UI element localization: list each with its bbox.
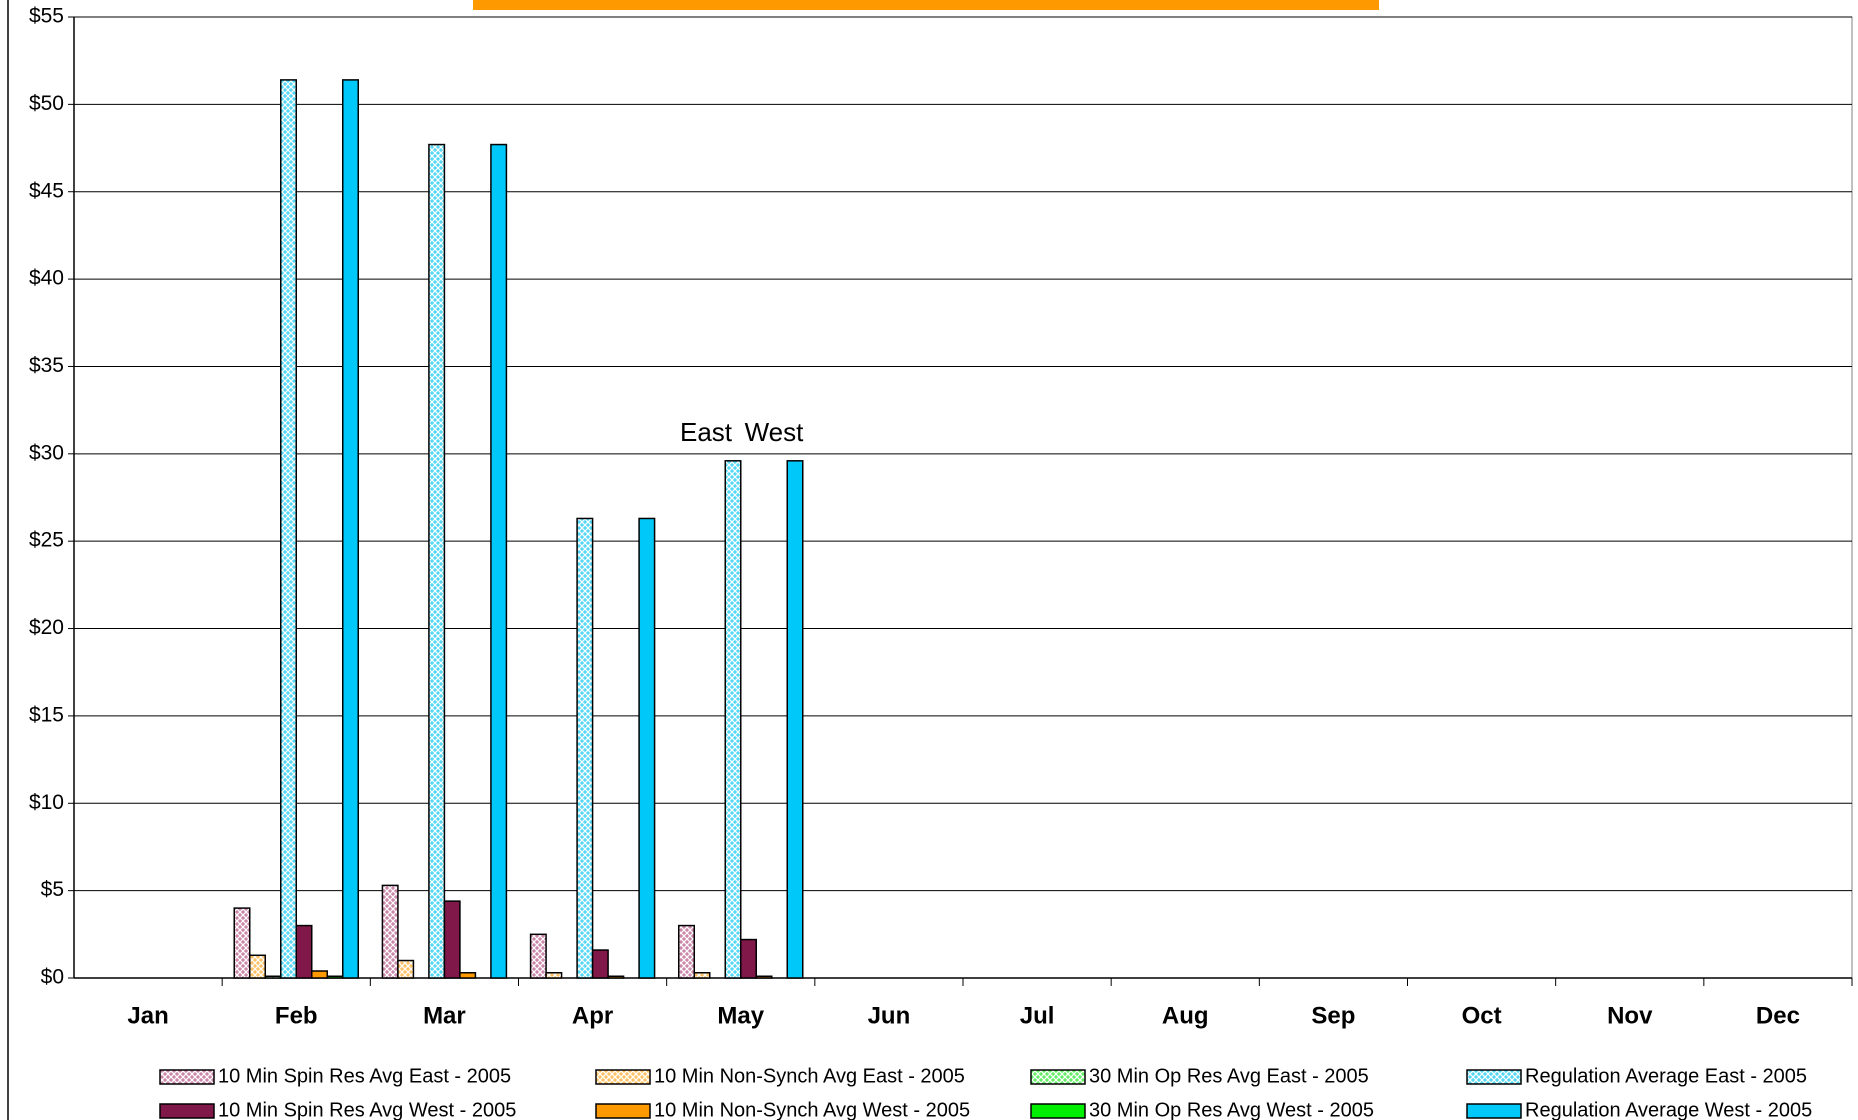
bar — [638, 517, 656, 979]
bar — [233, 907, 251, 979]
x-tick-label: Aug — [1162, 1002, 1209, 1029]
bar — [607, 975, 625, 979]
x-tick-label: Jul — [1020, 1002, 1055, 1029]
annotation: West — [745, 417, 805, 447]
bar — [529, 933, 547, 979]
y-tick-label: $40 — [29, 267, 64, 290]
bar — [311, 970, 328, 979]
y-tick-label: $30 — [29, 441, 64, 464]
legend-label: Regulation Average East - 2005 — [1525, 1065, 1807, 1087]
legend-swatch — [1466, 1069, 1522, 1085]
bar — [576, 517, 594, 979]
x-tick-label: Oct — [1462, 1002, 1502, 1029]
legend-swatch — [1466, 1103, 1522, 1119]
y-tick-label: $55 — [29, 5, 64, 28]
legend-label: 30 Min Op Res Avg East - 2005 — [1089, 1065, 1369, 1087]
bar — [693, 972, 711, 979]
bar — [428, 143, 446, 979]
bar — [740, 938, 757, 979]
legend-label: 30 Min Op Res Avg West - 2005 — [1089, 1099, 1374, 1120]
legend-label: 10 Min Spin Res Avg West - 2005 — [218, 1099, 516, 1120]
bar — [295, 924, 313, 979]
bar — [724, 460, 742, 979]
x-tick-label: Feb — [275, 1002, 318, 1029]
y-tick-label: $10 — [29, 791, 64, 814]
y-tick-label: $20 — [29, 616, 64, 639]
x-tick-label: Sep — [1311, 1002, 1355, 1029]
legend-swatch — [595, 1103, 651, 1119]
legend-swatch — [1030, 1103, 1086, 1119]
bar — [381, 884, 399, 979]
x-tick-label: May — [717, 1002, 764, 1029]
bar — [545, 972, 563, 979]
y-tick-label: $45 — [29, 179, 64, 202]
bar — [443, 900, 461, 979]
y-tick-label: $0 — [41, 966, 64, 989]
x-tick-label: Jan — [127, 1002, 168, 1029]
legend-label: Regulation Average West - 2005 — [1525, 1099, 1812, 1120]
bar — [264, 975, 282, 979]
bar — [786, 460, 804, 979]
x-tick-label: Apr — [572, 1002, 613, 1029]
x-tick-label: Nov — [1607, 1002, 1653, 1029]
bar — [280, 79, 297, 979]
legend-swatch — [595, 1069, 651, 1085]
bar — [326, 975, 344, 979]
bar — [678, 924, 695, 979]
bar — [755, 975, 773, 979]
x-tick-label: Dec — [1756, 1002, 1800, 1029]
y-tick-label: $15 — [29, 703, 64, 726]
y-tick-label: $50 — [29, 92, 64, 115]
y-tick-label: $25 — [29, 529, 64, 552]
title-bar — [473, 0, 1379, 10]
bar — [397, 959, 415, 979]
x-tick-label: Jun — [868, 1002, 911, 1029]
y-tick-label: $35 — [29, 354, 64, 377]
bar — [459, 972, 477, 979]
bar — [249, 954, 266, 979]
x-tick-label: Mar — [423, 1002, 466, 1029]
bar — [591, 949, 609, 979]
legend-swatch — [159, 1103, 215, 1119]
legend-label: 10 Min Non-Synch Avg West - 2005 — [654, 1099, 970, 1120]
annotation: East — [680, 417, 733, 447]
legend-label: 10 Min Spin Res Avg East - 2005 — [218, 1065, 511, 1087]
legend-swatch — [1030, 1069, 1086, 1085]
legend-swatch — [159, 1069, 215, 1085]
legend-label: 10 Min Non-Synch Avg East - 2005 — [654, 1065, 965, 1087]
y-tick-label: $5 — [41, 878, 64, 901]
bar — [342, 79, 359, 979]
bar — [490, 143, 508, 979]
